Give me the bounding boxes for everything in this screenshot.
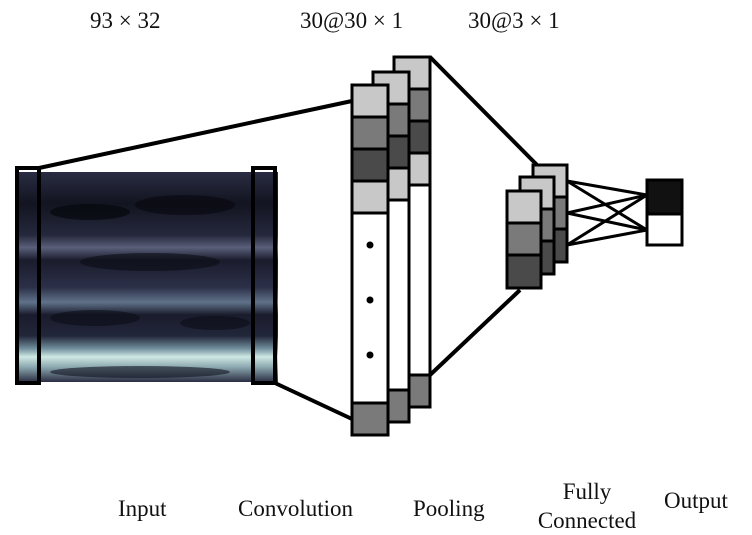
- input-dimension-label: 93 × 32: [90, 8, 161, 33]
- pool-to-fc-lines: [428, 55, 542, 377]
- fully-connected-layer: [505, 163, 569, 290]
- pooling-dimension-label: 30@3 × 1: [468, 8, 560, 33]
- fully-connected-line1: Fully: [562, 479, 612, 504]
- convolution-dimension-label: 30@30 × 1: [300, 8, 404, 33]
- ellipsis-dots: [366, 241, 374, 359]
- fully-connected-line2: Connected: [537, 508, 637, 533]
- fc-to-output-connections: [566, 179, 648, 247]
- fully-connected-stage-label: Fully Connected: [522, 477, 652, 535]
- input-kernel-right: [251, 166, 277, 385]
- input-stage-label: Input: [118, 496, 167, 521]
- convolution-feature-map: [350, 83, 390, 437]
- input-spectrogram: [16, 172, 278, 382]
- input-kernel-left: [15, 166, 41, 385]
- output-stage-label: Output: [664, 488, 728, 513]
- output-layer: [645, 178, 684, 247]
- input-to-conv-lines: [38, 99, 353, 421]
- convolution-stage-label: Convolution: [238, 496, 354, 521]
- pooling-stage-label: Pooling: [413, 496, 485, 521]
